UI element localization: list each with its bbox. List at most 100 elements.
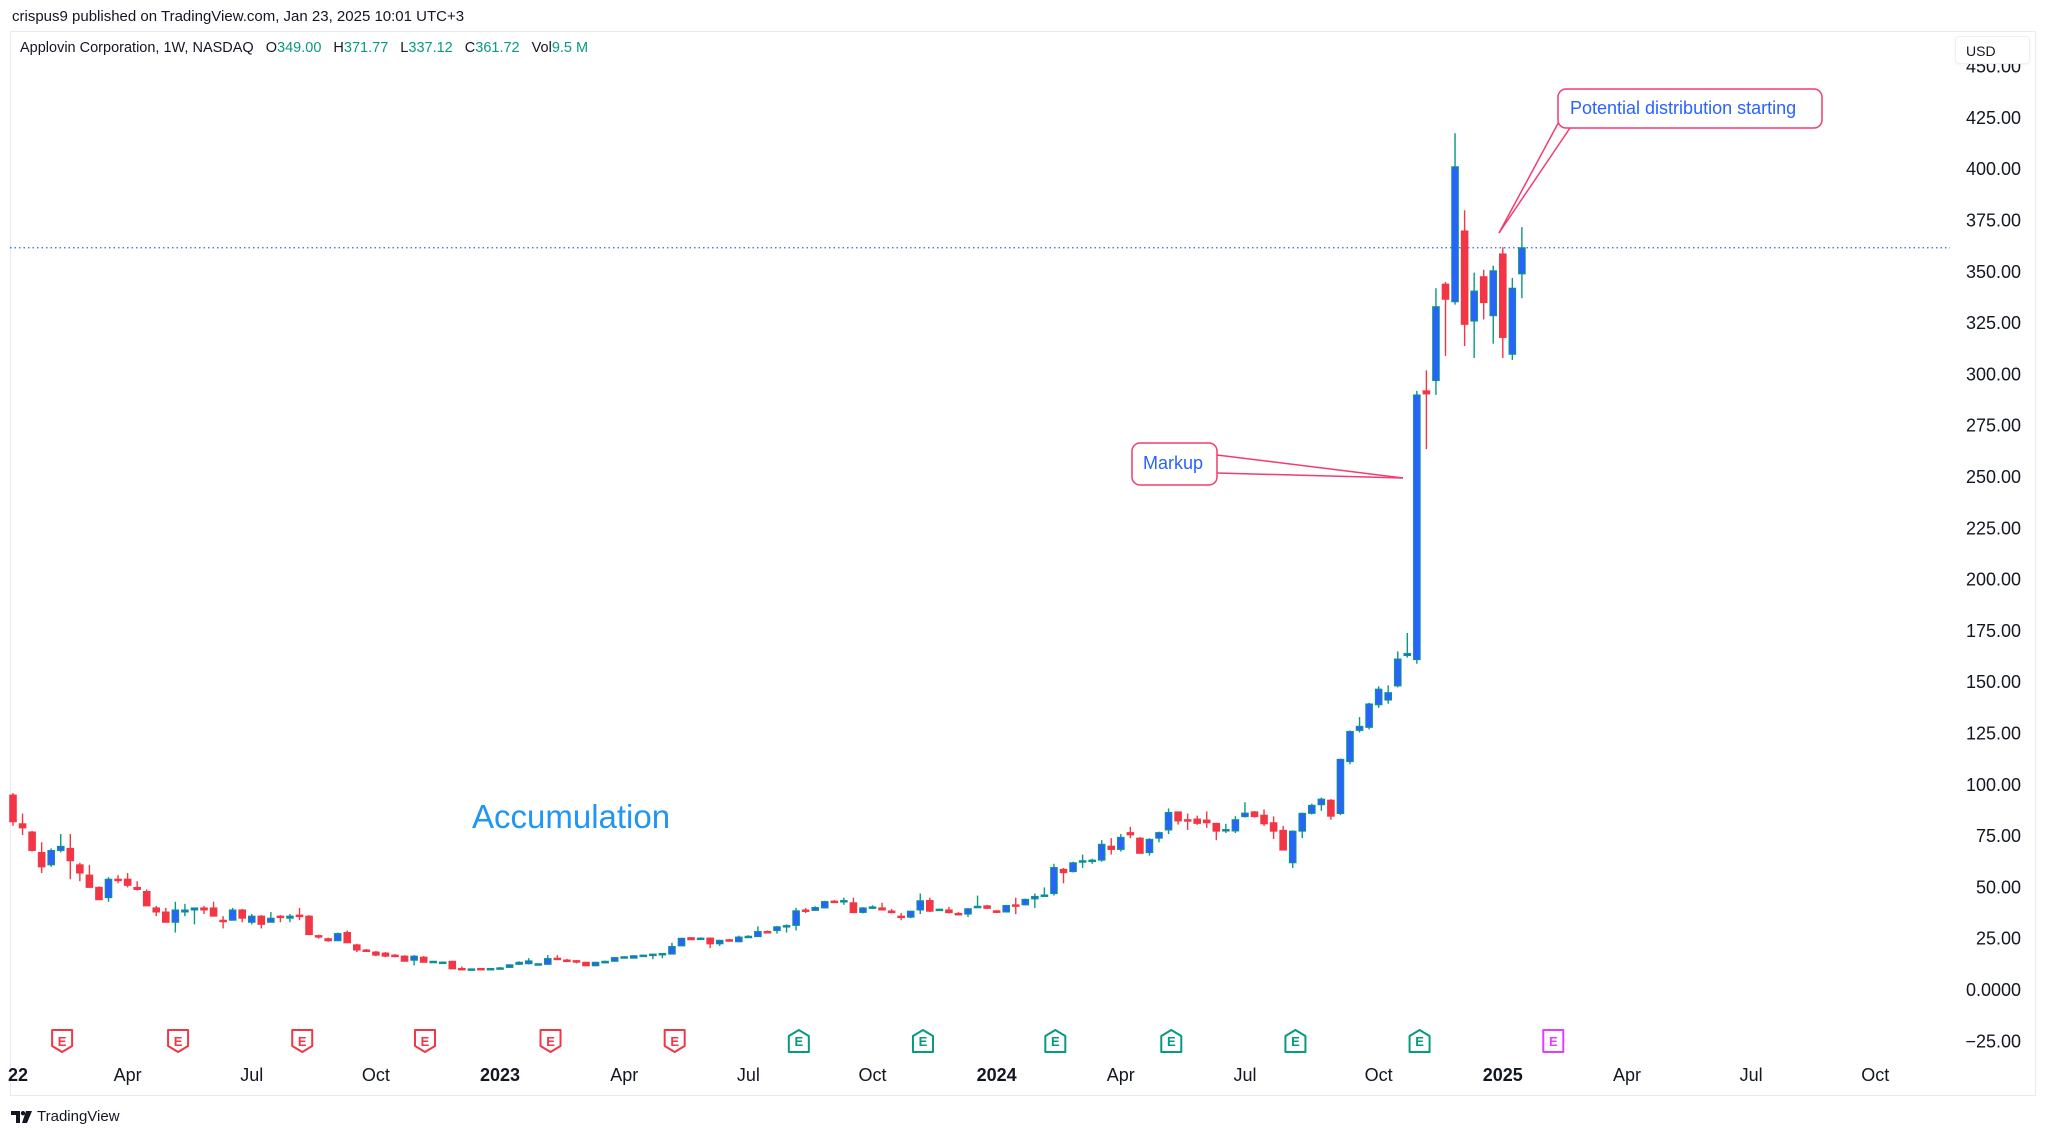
candle bbox=[1279, 825, 1287, 851]
candle bbox=[448, 960, 457, 970]
candle-body bbox=[973, 905, 982, 909]
time-tick-label: Apr bbox=[1107, 1065, 1135, 1085]
price-tick-label: 200.00 bbox=[1966, 570, 2021, 590]
earnings-marker[interactable]: E bbox=[911, 1029, 934, 1053]
candle bbox=[104, 877, 113, 902]
candle bbox=[792, 907, 800, 931]
candle-body bbox=[1336, 758, 1345, 815]
candle-body bbox=[553, 957, 562, 961]
earnings-marker[interactable]: E bbox=[1044, 1029, 1067, 1053]
candle-body bbox=[563, 959, 571, 963]
candle-body bbox=[1193, 818, 1202, 824]
candle bbox=[1432, 288, 1440, 395]
distribution-callout[interactable] bbox=[1498, 88, 1823, 234]
candle-body bbox=[715, 939, 724, 945]
candle-body bbox=[792, 910, 800, 926]
candle-body bbox=[1212, 822, 1221, 832]
candle-body bbox=[820, 901, 829, 909]
candle bbox=[1384, 685, 1393, 704]
earnings-marker[interactable]: E bbox=[539, 1029, 562, 1053]
candle-body bbox=[1107, 845, 1116, 850]
candle-body bbox=[534, 963, 543, 966]
high-label: H bbox=[333, 40, 344, 56]
earnings-marker[interactable]: E bbox=[414, 1029, 437, 1053]
earnings-marker-label: E bbox=[1051, 1034, 1060, 1049]
earnings-marker[interactable]: E bbox=[787, 1029, 810, 1053]
candle bbox=[505, 964, 514, 968]
candle-body bbox=[582, 961, 590, 967]
candle-body bbox=[1479, 276, 1488, 304]
earnings-marker[interactable]: E bbox=[663, 1029, 686, 1053]
price-axis[interactable]: −25.00 0.0000 25.00 50.00 75.00 100.00 125.00 1… bbox=[1965, 57, 2021, 1052]
earnings-marker-label: E bbox=[421, 1034, 430, 1049]
candle-body bbox=[458, 967, 466, 971]
earnings-marker[interactable]: E bbox=[167, 1029, 190, 1053]
earnings-marker[interactable]: E bbox=[1542, 1029, 1565, 1053]
earnings-marker[interactable]: E bbox=[1160, 1029, 1183, 1053]
candle-body bbox=[629, 955, 638, 959]
candle-body bbox=[1441, 283, 1450, 300]
candle-body bbox=[1164, 812, 1173, 831]
earnings-marker[interactable]: E bbox=[51, 1029, 74, 1053]
chart-frame[interactable] bbox=[10, 31, 2036, 1096]
candle-body bbox=[668, 945, 676, 955]
footer[interactable]: TradingView bbox=[11, 1108, 120, 1125]
candle-body bbox=[1499, 253, 1507, 338]
candle bbox=[1097, 840, 1106, 862]
symbol-legend[interactable]: Applovin Corporation, 1W, NASDAQ O349.00… bbox=[20, 40, 588, 56]
candle-body bbox=[763, 931, 772, 934]
candle-body bbox=[849, 902, 858, 914]
candle-body bbox=[391, 954, 399, 958]
time-tick-label: Oct bbox=[1861, 1065, 1889, 1085]
candle-body bbox=[830, 900, 839, 904]
candle bbox=[1040, 887, 1049, 897]
candle bbox=[343, 930, 352, 944]
candle bbox=[1422, 370, 1431, 450]
earnings-marker-label: E bbox=[1549, 1034, 1558, 1049]
candle-body bbox=[1117, 836, 1125, 850]
earnings-marker[interactable]: E bbox=[1284, 1029, 1307, 1053]
candle bbox=[591, 961, 600, 967]
candle-body bbox=[190, 907, 199, 911]
candle bbox=[267, 912, 275, 923]
earnings-badge-icon bbox=[663, 1029, 686, 1053]
price-tick-label: 425.00 bbox=[1966, 108, 2021, 128]
markup-callout[interactable] bbox=[1131, 442, 1404, 486]
candle bbox=[47, 848, 56, 867]
candle-body bbox=[1374, 688, 1383, 706]
candle-body bbox=[410, 955, 418, 961]
candle bbox=[1518, 227, 1526, 299]
candle bbox=[811, 906, 820, 911]
candle bbox=[142, 889, 151, 907]
earnings-badge-icon bbox=[291, 1029, 314, 1053]
candle bbox=[1136, 837, 1144, 854]
candle bbox=[467, 968, 476, 971]
earnings-badge-icon bbox=[414, 1029, 437, 1053]
earnings-marker[interactable]: E bbox=[1408, 1029, 1431, 1053]
candle bbox=[906, 910, 915, 919]
candle-body bbox=[1021, 898, 1030, 906]
earnings-marker[interactable]: E bbox=[291, 1029, 314, 1053]
candle-body bbox=[1317, 798, 1326, 806]
candle bbox=[353, 943, 361, 953]
candle-body bbox=[1050, 866, 1058, 895]
candle bbox=[486, 967, 495, 971]
candle-body bbox=[228, 909, 237, 921]
published-byline: crispus9 published on TradingView.com, J… bbox=[12, 8, 465, 25]
candle bbox=[477, 967, 485, 971]
candle bbox=[496, 967, 504, 970]
candle bbox=[964, 907, 972, 917]
price-tick-label: 225.00 bbox=[1966, 518, 2021, 538]
time-tick-label: Apr bbox=[610, 1065, 638, 1085]
candle bbox=[133, 881, 141, 891]
candle-body bbox=[1489, 270, 1498, 317]
candle-body bbox=[276, 915, 285, 919]
candle bbox=[85, 864, 94, 888]
candle-body bbox=[1460, 230, 1469, 325]
time-tick-label: Apr bbox=[1613, 1065, 1641, 1085]
earnings-badge-icon bbox=[1160, 1029, 1183, 1053]
currency-button[interactable]: USD bbox=[1955, 36, 2030, 64]
candle bbox=[887, 908, 896, 914]
time-axis[interactable]: 22 Apr Jul Oct 2023 Apr Jul Oct 2024 Apr Jul Oct 202… bbox=[8, 1065, 1889, 1085]
